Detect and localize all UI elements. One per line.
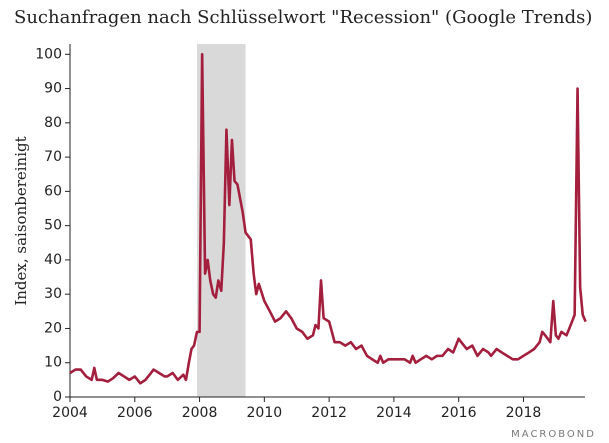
- y-tick-label: 50: [44, 218, 62, 234]
- x-tick-label: 2012: [311, 405, 347, 421]
- chart-title: Suchanfragen nach Schlüsselwort "Recessi…: [14, 7, 592, 28]
- x-tick-label: 2008: [182, 405, 218, 421]
- x-tick-label: 2010: [247, 405, 283, 421]
- x-tick-label: 2016: [441, 405, 477, 421]
- x-tick-label: 2014: [376, 405, 412, 421]
- y-tick-label: 70: [44, 149, 62, 165]
- y-tick-label: 30: [44, 286, 62, 302]
- y-tick-label: 40: [44, 252, 62, 268]
- x-tick-label: 2004: [52, 405, 88, 421]
- x-tick-label: 2006: [117, 405, 153, 421]
- y-axis-label: Index, saisonbereinigt: [12, 136, 30, 305]
- y-tick-label: 100: [35, 46, 62, 62]
- x-tick-label: 2018: [506, 405, 542, 421]
- data-line: [69, 52, 587, 385]
- y-tick-label: 80: [44, 115, 62, 131]
- y-tick-label: 0: [53, 389, 62, 405]
- y-tick-label: 90: [44, 81, 62, 97]
- y-tick-label: 60: [44, 183, 62, 199]
- y-tick-label: 20: [44, 320, 62, 336]
- y-tick-label: 10: [44, 355, 62, 371]
- watermark: MACROBOND: [511, 429, 596, 440]
